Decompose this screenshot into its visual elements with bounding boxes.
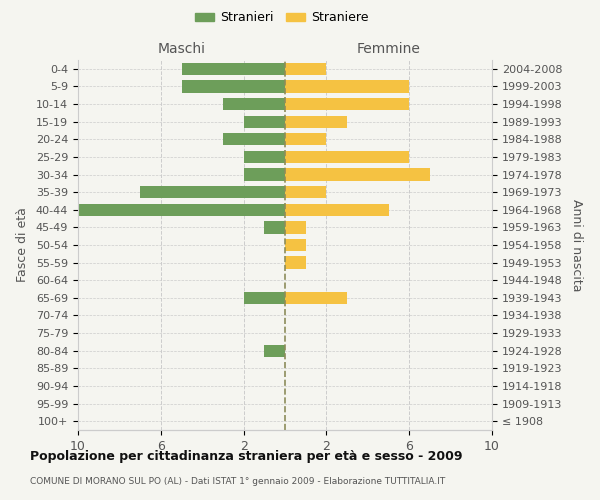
Bar <box>285 239 306 251</box>
Bar <box>265 221 285 234</box>
Bar <box>223 98 285 110</box>
Bar <box>244 150 285 163</box>
Y-axis label: Fasce di età: Fasce di età <box>16 208 29 282</box>
Bar <box>285 186 326 198</box>
Text: Femmine: Femmine <box>356 42 421 56</box>
Text: COMUNE DI MORANO SUL PO (AL) - Dati ISTAT 1° gennaio 2009 - Elaborazione TUTTITA: COMUNE DI MORANO SUL PO (AL) - Dati ISTA… <box>30 478 445 486</box>
Bar <box>285 80 409 92</box>
Bar <box>285 292 347 304</box>
Bar <box>285 256 306 269</box>
Bar <box>285 168 430 180</box>
Bar <box>182 62 285 75</box>
Bar <box>223 133 285 145</box>
Bar <box>285 150 409 163</box>
Legend: Stranieri, Straniere: Stranieri, Straniere <box>195 11 369 24</box>
Bar <box>285 98 409 110</box>
Bar <box>78 204 285 216</box>
Bar <box>140 186 285 198</box>
Bar <box>285 221 306 234</box>
Bar <box>265 344 285 357</box>
Bar <box>285 204 389 216</box>
Bar <box>244 168 285 180</box>
Bar <box>285 62 326 75</box>
Text: Maschi: Maschi <box>157 42 205 56</box>
Y-axis label: Anni di nascita: Anni di nascita <box>571 198 583 291</box>
Bar <box>182 80 285 92</box>
Bar <box>244 292 285 304</box>
Bar <box>285 133 326 145</box>
Text: Popolazione per cittadinanza straniera per età e sesso - 2009: Popolazione per cittadinanza straniera p… <box>30 450 463 463</box>
Bar <box>244 116 285 128</box>
Bar <box>285 116 347 128</box>
